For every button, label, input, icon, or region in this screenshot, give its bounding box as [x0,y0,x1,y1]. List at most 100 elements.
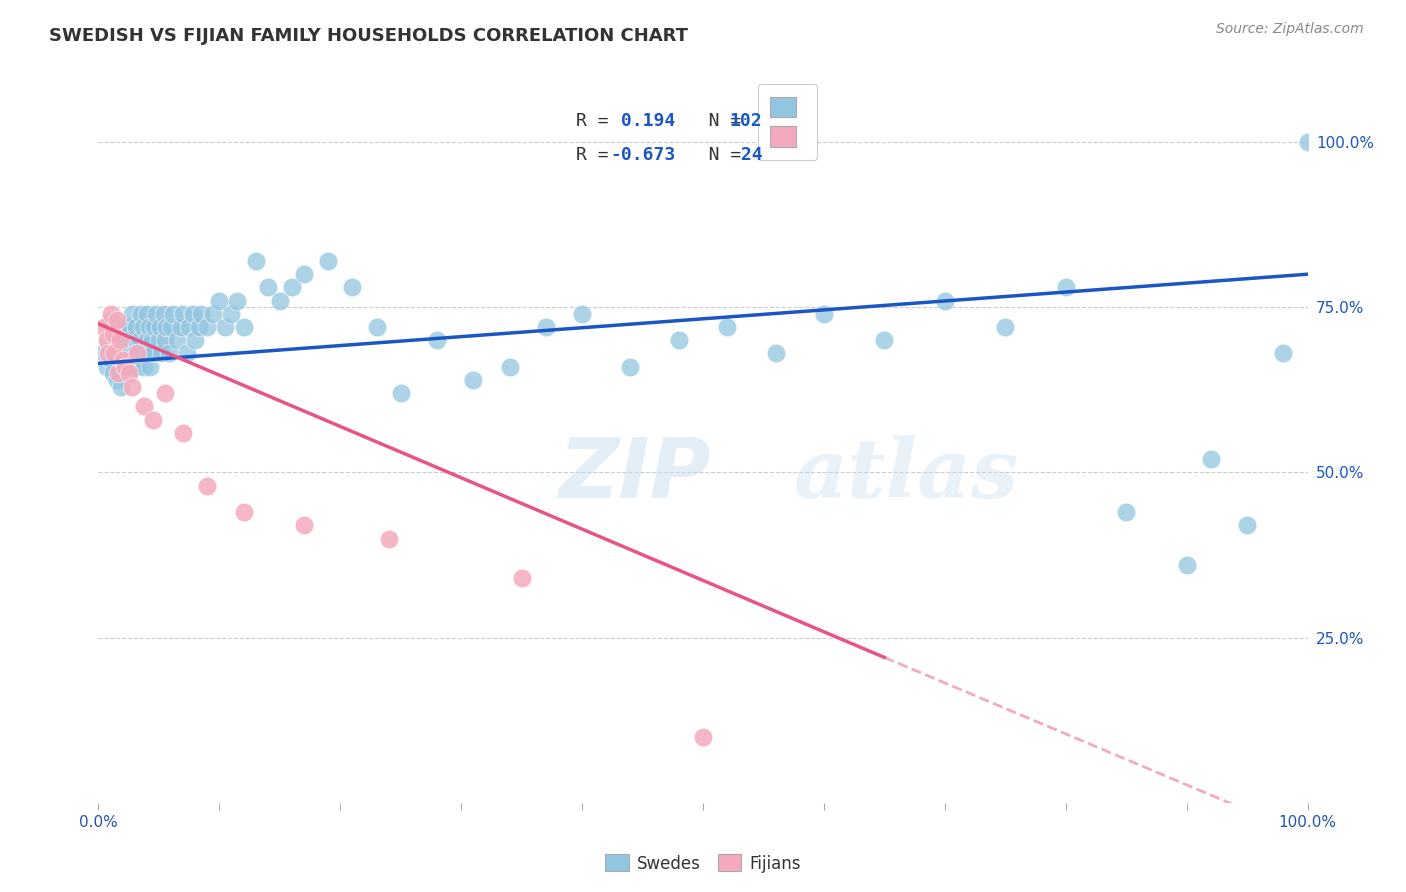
Point [121,307,143,321]
Point [118,333,141,347]
Point [100,313,122,327]
Point [534,320,557,334]
Point [141,333,163,347]
Point [389,386,412,401]
Point [169,320,191,334]
Text: ZIP: ZIP [558,434,710,515]
Point [510,571,533,585]
Text: N =: N = [676,146,752,164]
Point [208,293,231,308]
Point [112,320,135,334]
Point [187,320,209,334]
Text: 102: 102 [730,112,762,130]
Point [105,313,128,327]
Point [184,333,207,347]
Point [176,346,198,360]
Point [153,386,176,401]
Text: -0.673: -0.673 [610,146,675,164]
Point [93,320,115,334]
Point [232,505,254,519]
Text: 24: 24 [730,146,762,164]
Point [1054,280,1077,294]
Point [1199,452,1222,467]
Point [155,320,177,334]
Point [145,307,167,321]
Point [135,307,157,321]
Point [873,333,896,347]
Point [619,359,641,374]
Point [127,359,149,374]
Point [110,379,132,393]
Point [934,293,956,308]
Point [108,367,131,381]
Point [135,333,157,347]
Point [124,333,146,347]
Point [111,346,134,360]
Point [128,333,150,347]
Point [107,367,129,381]
Point [1115,505,1137,519]
Point [105,320,128,334]
Point [124,346,146,360]
Text: atlas: atlas [793,434,1019,515]
Point [138,320,160,334]
Text: Source: ZipAtlas.com: Source: ZipAtlas.com [1216,22,1364,37]
Point [96,333,118,347]
Point [132,320,155,334]
Point [108,326,131,341]
Point [98,340,121,354]
Point [149,320,172,334]
Point [131,346,153,360]
Point [153,333,176,347]
Point [134,400,156,414]
Point [316,254,339,268]
Point [172,307,194,321]
Point [101,326,124,341]
Point [157,346,180,360]
Point [97,333,120,347]
Point [1175,558,1198,572]
Point [571,307,593,321]
Point [1296,135,1319,149]
Point [152,307,174,321]
Point [716,320,738,334]
Point [269,293,291,308]
Point [136,346,159,360]
Point [121,379,143,393]
Text: R =: R = [576,146,620,164]
Point [342,280,364,294]
Point [994,320,1017,334]
Point [426,333,449,347]
Point [139,359,162,374]
Point [97,346,120,360]
Point [150,346,173,360]
Point [166,333,188,347]
Point [292,518,315,533]
Point [107,340,129,354]
Point [108,333,131,347]
Point [104,333,127,347]
Point [179,320,201,334]
Point [668,333,690,347]
Legend: , : , [758,84,817,160]
Legend: Swedes, Fijians: Swedes, Fijians [599,847,807,880]
Point [127,346,149,360]
Point [765,346,787,360]
Point [100,307,122,321]
Text: 0.194: 0.194 [610,112,675,130]
Text: N =: N = [676,112,752,130]
Point [195,478,218,492]
Point [103,346,125,360]
Point [111,353,134,368]
Point [118,346,141,360]
Point [142,412,165,426]
Point [160,320,183,334]
Point [96,359,118,374]
Point [114,359,136,374]
Point [181,307,204,321]
Point [221,307,243,321]
Point [103,346,125,360]
Point [118,367,141,381]
Point [105,373,128,387]
Point [366,320,388,334]
